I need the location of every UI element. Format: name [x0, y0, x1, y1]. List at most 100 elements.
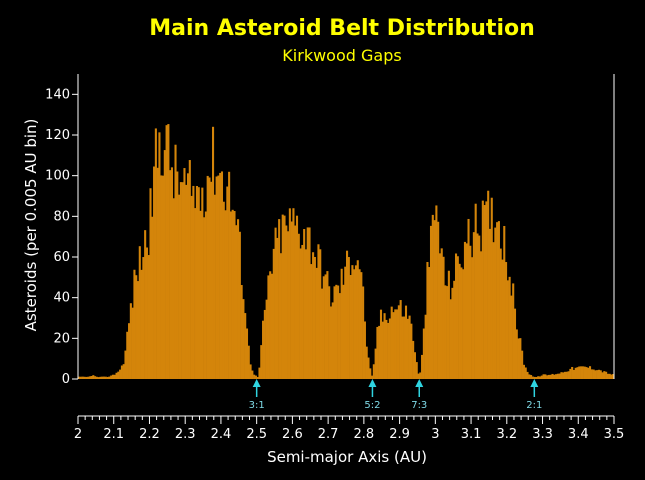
histogram-bar [322, 276, 325, 379]
histogram-bar [165, 125, 168, 379]
histogram-bar [326, 271, 329, 379]
histogram-bar [451, 287, 454, 379]
histogram-bar [492, 242, 495, 379]
histogram-bar [506, 280, 509, 379]
histogram-bar [388, 318, 391, 379]
x-tick-label: 2.9 [389, 427, 410, 442]
y-tick-label: 140 [45, 87, 70, 102]
histogram-bar [435, 205, 438, 379]
x-tick-label: 3.3 [532, 427, 553, 442]
histogram-bar [478, 235, 481, 379]
histogram-bar [308, 227, 311, 379]
histogram-bar [120, 365, 123, 379]
histogram-bar [251, 370, 254, 379]
histogram-bar [331, 302, 334, 379]
histogram-bar [580, 366, 583, 379]
histogram-bar [176, 171, 179, 379]
histogram-bar [335, 284, 338, 379]
histogram-bar [233, 211, 236, 379]
histogram-bar [153, 166, 156, 379]
histogram-bar [394, 309, 397, 379]
histogram-bar [371, 375, 374, 379]
y-tick-label: 0 [62, 372, 70, 387]
histogram-bar [310, 264, 313, 379]
histogram-bar [199, 210, 202, 379]
histogram-bar [181, 182, 184, 379]
histogram-bar [101, 376, 104, 379]
histogram-bar [324, 274, 327, 379]
histogram-bar [224, 210, 227, 379]
histogram-bar [131, 307, 134, 379]
histogram-bar [138, 246, 141, 379]
histogram-bar [599, 370, 602, 379]
histogram-bar [408, 315, 411, 379]
histogram-bar [596, 370, 599, 379]
histogram-bar [119, 369, 122, 379]
gap-arrow-icon [415, 379, 424, 387]
histogram-bar [213, 194, 216, 379]
histogram-bar [571, 366, 574, 379]
histogram-bar [410, 323, 413, 379]
histogram-bar [97, 377, 100, 379]
x-tick-label: 2.1 [103, 427, 124, 442]
histogram-bar [453, 280, 456, 379]
histogram-bar [85, 376, 88, 379]
x-tick-label: 3.2 [496, 427, 517, 442]
histogram-bar [163, 150, 166, 379]
histogram-bar [438, 253, 441, 379]
histogram-bar [433, 220, 436, 379]
histogram-bar [576, 367, 579, 379]
histogram-bar [417, 373, 420, 379]
histogram-bar [253, 374, 256, 379]
x-tick-label: 2.6 [282, 427, 303, 442]
histogram-bar [581, 366, 584, 379]
histogram-bar [329, 306, 333, 379]
histogram-bar [553, 374, 556, 379]
x-tick-label: 2.8 [354, 427, 375, 442]
histogram-bar [610, 374, 613, 379]
histogram-bar [465, 243, 468, 379]
histogram-bar [237, 219, 240, 379]
histogram-bar [556, 373, 559, 379]
histogram-bar [204, 211, 207, 379]
histogram-bar [249, 364, 252, 379]
histogram-bar [440, 248, 443, 379]
histogram-bar [79, 376, 82, 379]
histogram-bar [476, 233, 479, 379]
histogram-bar [540, 375, 543, 379]
histogram-bar [444, 285, 447, 379]
y-axis-label: Asteroids (per 0.005 AU bin) [22, 119, 40, 332]
x-tick-label: 2 [74, 427, 82, 442]
y-tick-label: 100 [45, 169, 70, 184]
histogram-bar [288, 208, 291, 379]
histogram-bar [424, 314, 427, 379]
histogram-bar [242, 299, 245, 379]
histogram-bar [285, 225, 288, 379]
histogram-bar [174, 144, 177, 379]
histogram-bar [156, 167, 159, 379]
histogram-bar [487, 190, 490, 379]
histogram-bar [317, 244, 320, 379]
histogram-bar [269, 271, 272, 379]
histogram-bar [449, 299, 452, 379]
histogram-bar [276, 237, 279, 379]
histogram-bar [106, 376, 109, 379]
x-tick-label: 3.4 [568, 427, 589, 442]
histogram-bar [244, 313, 247, 379]
histogram-bar [517, 338, 520, 379]
histogram-bar [301, 244, 304, 379]
histogram-bar [274, 227, 277, 379]
y-tick-label: 80 [53, 209, 70, 224]
histogram-bar [340, 268, 343, 379]
histogram-bar [512, 283, 515, 379]
histogram-bar [565, 371, 568, 379]
histogram-bar [605, 371, 608, 379]
histogram-bar [145, 247, 148, 379]
histogram-bar [133, 269, 136, 379]
histogram-bar [497, 221, 500, 379]
histogram-bar [590, 369, 593, 379]
histogram-bars [78, 124, 615, 379]
histogram-bar [422, 328, 425, 379]
y-tick-label: 40 [53, 291, 70, 306]
